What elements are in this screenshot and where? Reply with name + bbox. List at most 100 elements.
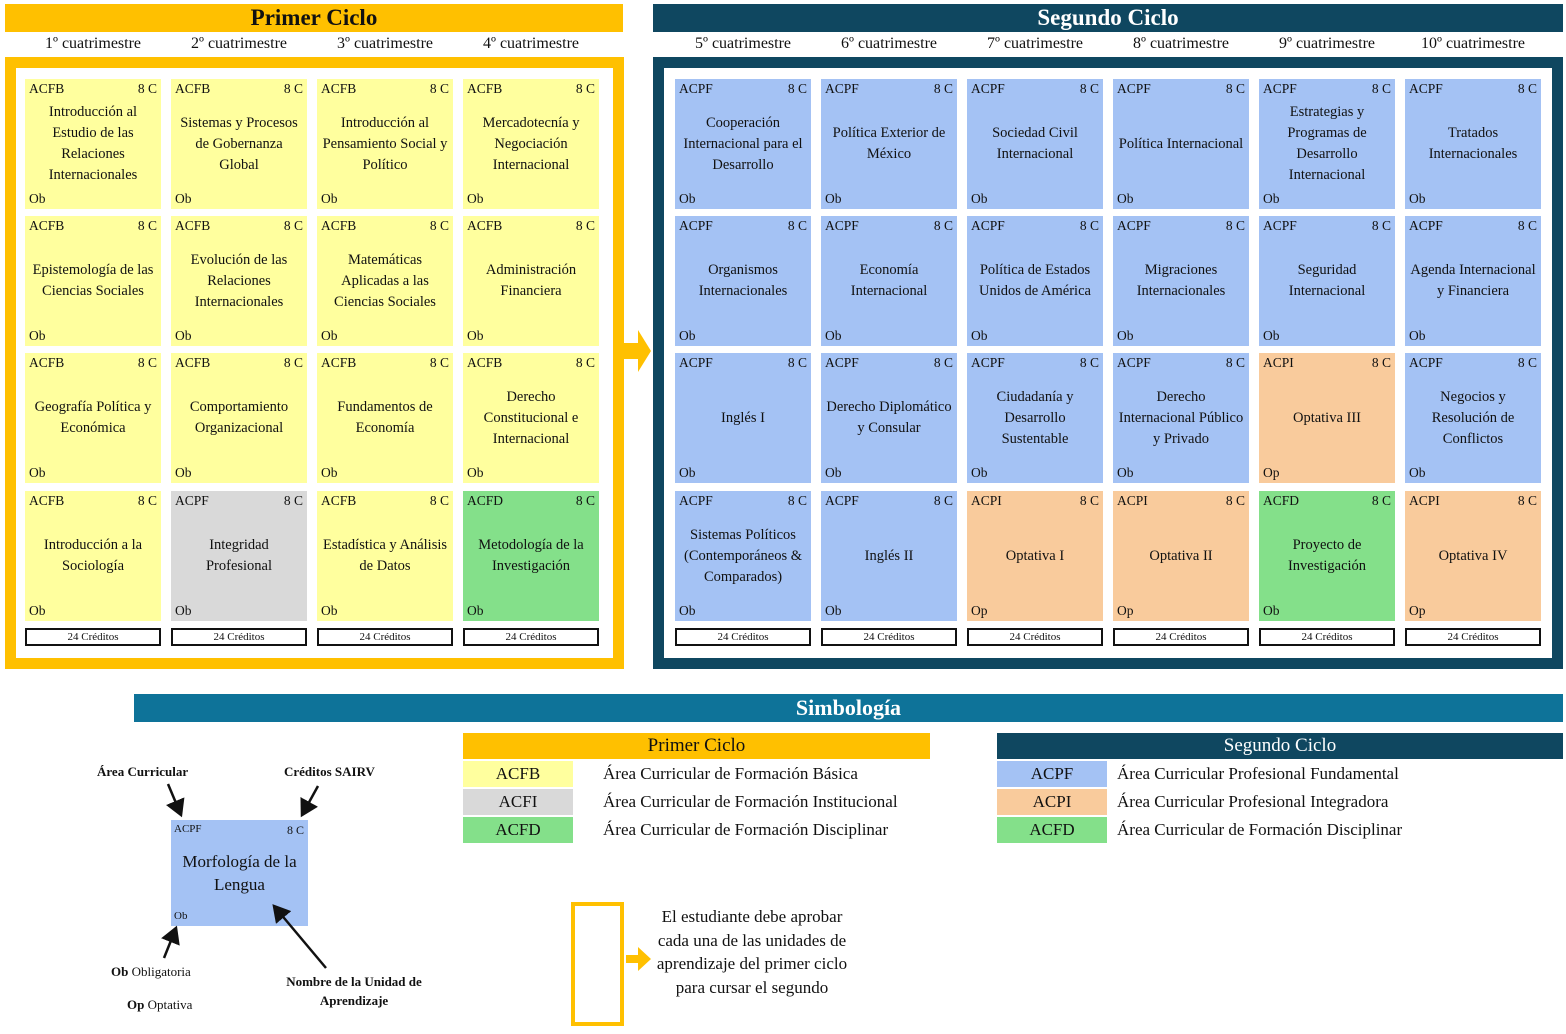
- course-name: Derecho Internacional Público y Privado: [1118, 388, 1244, 447]
- semester-total: 24 Créditos: [1405, 628, 1541, 646]
- course-credits: 8 C: [137, 81, 157, 96]
- course-area: ACPI: [971, 493, 1002, 508]
- course-name: Derecho Diplomático y Consular: [826, 399, 952, 436]
- type-arrow-icon: [161, 925, 180, 959]
- course-type: Ob: [321, 603, 338, 618]
- course-credits: 8 C: [787, 218, 807, 233]
- course-type: Ob: [1409, 328, 1426, 343]
- note-text: El estudiante debe aprobar cada una de l…: [656, 907, 848, 997]
- course-area: ACFB: [175, 81, 211, 96]
- course-name: Ciudadanía y Desarrollo Sustentable: [996, 388, 1074, 447]
- example-credits-label: Créditos SAIRV: [284, 764, 375, 779]
- course-type: Ob: [29, 191, 46, 206]
- course-name: Administración Financiera: [485, 262, 577, 299]
- course-area: ACFB: [467, 355, 503, 370]
- course-credits: 8 C: [1225, 355, 1245, 370]
- course-name: Geografía Política y Económica: [34, 399, 152, 436]
- course-area: ACFB: [29, 493, 65, 508]
- legend-title: Simbología: [795, 695, 902, 720]
- course-type: Ob: [1409, 465, 1426, 480]
- note-frame: [571, 902, 624, 1026]
- course-name: Introducción al Pensamiento Social y Pol…: [322, 114, 448, 173]
- course-area: ACPF: [971, 81, 1005, 96]
- course-type: Ob: [467, 191, 484, 206]
- course-card: ACFB 8 C Fundamentos de Economía Ob: [317, 353, 453, 483]
- course-name: Seguridad Internacional: [1288, 262, 1366, 299]
- course-card: ACPF 8 C Integridad Profesional Ob: [171, 491, 307, 621]
- course-area: ACPI: [1263, 355, 1294, 370]
- cycle-arrow-icon: [624, 330, 651, 372]
- course-card: ACPF 8 C Seguridad Internacional Ob: [1259, 216, 1395, 346]
- note-arrow-icon: [626, 947, 651, 971]
- course-credits: 8 C: [1371, 81, 1391, 96]
- course-card: ACFB 8 C Evolución de las Relaciones Inter…: [171, 216, 307, 346]
- legend-description: Área Curricular de Formación Institucion…: [603, 792, 898, 811]
- course-area: ACPF: [825, 355, 859, 370]
- legend-second-cycle-title: Segundo Ciclo: [1223, 735, 1337, 756]
- course-area: ACPF: [825, 218, 859, 233]
- course-name: Mercadotecnía y Negociación Internaciona…: [482, 114, 580, 173]
- course-type: Ob: [321, 328, 338, 343]
- legend-banner: Simbología: [134, 694, 1563, 722]
- course-card: ACFB 8 C Epistemología de las Ciencias Soc…: [25, 216, 161, 346]
- semester-label: 6º cuatrimestre: [840, 35, 938, 52]
- course-area: ACPF: [1409, 81, 1443, 96]
- course-credits: 8 C: [787, 355, 807, 370]
- course-name: Optativa II: [1149, 547, 1213, 564]
- course-credits: 8 C: [1371, 218, 1391, 233]
- course-credits: 8 C: [283, 355, 303, 370]
- semester-total: 24 Créditos: [317, 628, 453, 646]
- course-card: ACPF 8 C Inglés II Ob: [821, 491, 957, 621]
- course-name: Evolución de las Relaciones Internaciona…: [190, 251, 288, 310]
- course-area: ACFB: [175, 218, 211, 233]
- course-credits: 8 C: [137, 355, 157, 370]
- example-area-label: Área Curricular: [97, 764, 189, 779]
- course-name: Estrategias y Programas de Desarrollo In…: [1287, 104, 1367, 183]
- course-name: Comportamiento Organizacional: [189, 399, 289, 436]
- course-type: Ob: [1117, 465, 1134, 480]
- semester-total: 24 Créditos: [675, 628, 811, 646]
- legend-description: Área Curricular de Formación Disciplinar: [1117, 820, 1403, 839]
- course-card: ACPF 8 C Ciudadanía y Desarrollo Sustentab…: [967, 353, 1103, 483]
- course-credits: 8 C: [575, 355, 595, 370]
- legend-code: ACFB: [463, 761, 573, 787]
- course-card: ACFD 8 C Metodología de la Investigación Ob: [463, 491, 599, 621]
- course-card: ACPF 8 C Política Exterior de México Ob: [821, 79, 957, 209]
- course-area: ACPF: [1263, 81, 1297, 96]
- course-credits: 8 C: [575, 218, 595, 233]
- course-type: Ob: [175, 603, 192, 618]
- semester-label: 1º cuatrimestre: [44, 35, 142, 52]
- course-area: ACFB: [29, 218, 65, 233]
- course-type: Ob: [679, 191, 696, 206]
- ob-text: Obligatoria: [131, 964, 191, 979]
- course-area: ACFB: [175, 355, 211, 370]
- op-legend: Op Optativa: [127, 997, 192, 1013]
- course-name: Tratados Internacionales: [1428, 125, 1518, 162]
- course-area: ACFB: [29, 81, 65, 96]
- course-card: ACPF 8 C Política de Estados Unidos de Amé…: [967, 216, 1103, 346]
- course-credits: 8 C: [1517, 493, 1537, 508]
- course-area: ACPF: [1117, 81, 1151, 96]
- course-type: Ob: [679, 328, 696, 343]
- course-name: Sistemas Políticos (Contemporáneos & Com…: [684, 526, 802, 585]
- course-area: ACPF: [1409, 218, 1443, 233]
- example-card-credits: 8 C: [286, 823, 304, 837]
- example-card-area: ACPF: [174, 823, 202, 835]
- course-credits: 8 C: [1517, 355, 1537, 370]
- course-area: ACPF: [1409, 355, 1443, 370]
- semester-total: 24 Créditos: [967, 628, 1103, 646]
- course-area: ACPI: [1409, 493, 1440, 508]
- semester-total: 24 Créditos: [463, 628, 599, 646]
- semester-label: 4º cuatrimestre: [482, 35, 580, 52]
- legend-code: ACFI: [463, 789, 573, 815]
- course-name: Agenda Internacional y Financiera: [1410, 262, 1536, 299]
- course-credits: 8 C: [137, 493, 157, 508]
- course-type: Ob: [321, 465, 338, 480]
- course-card: ACFB 8 C Comportamiento Organizacional Ob: [171, 353, 307, 483]
- course-credits: 8 C: [137, 218, 157, 233]
- legend-code: ACPI: [997, 789, 1107, 815]
- course-type: Ob: [825, 603, 842, 618]
- semester-total: 24 Créditos: [25, 628, 161, 646]
- first-cycle-frame: [5, 57, 624, 669]
- course-credits: 8 C: [1079, 493, 1099, 508]
